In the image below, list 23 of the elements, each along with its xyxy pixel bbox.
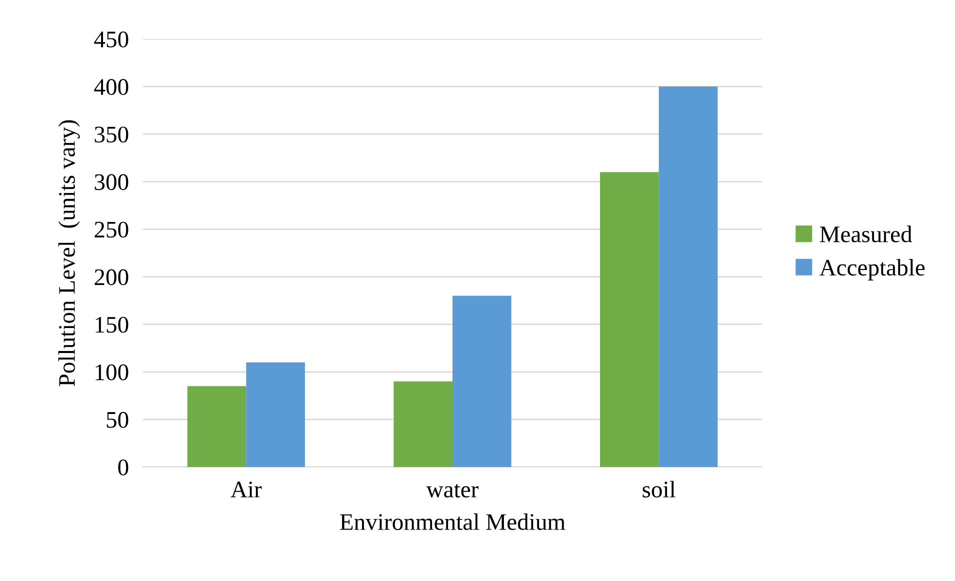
y-tick-label: 100 xyxy=(96,364,128,380)
bar xyxy=(187,386,246,467)
y-tick-label: 250 xyxy=(94,222,128,238)
x-tick-label: Air xyxy=(230,482,262,498)
y-tick-label: 200 xyxy=(94,269,128,286)
y-tick-label: 300 xyxy=(94,174,128,190)
x-tick-label: soil xyxy=(642,480,676,498)
legend-label: Measured xyxy=(820,226,912,242)
x-tick-label: water xyxy=(426,484,479,498)
bar xyxy=(600,172,659,467)
y-tick-label: 150 xyxy=(96,316,128,333)
y-tick-label: 50 xyxy=(106,412,128,428)
y-tick-label: 450 xyxy=(94,31,128,48)
x-axis-title: Environmental Medium xyxy=(340,513,566,530)
y-tick-label: 0 xyxy=(118,459,128,476)
bar xyxy=(658,86,718,467)
y-axis-title: Pollution Level (units vary) xyxy=(58,120,80,386)
bar xyxy=(246,362,305,467)
bar xyxy=(394,381,452,467)
y-tick-label: 350 xyxy=(94,126,128,143)
y-tick-label: 400 xyxy=(94,79,128,95)
bar xyxy=(452,296,512,467)
legend-label: Acceptable xyxy=(819,259,925,280)
